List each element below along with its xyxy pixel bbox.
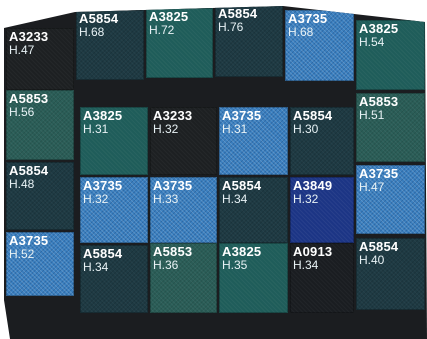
- swatch-tile: A5853 H.36: [150, 243, 217, 313]
- swatch-h-value: H.52: [9, 246, 35, 261]
- swatch-tile: A3849 H.32: [290, 177, 354, 243]
- swatch-code: A3735: [288, 11, 328, 26]
- swatch-h-value: H.31: [83, 121, 109, 136]
- swatch-code: A5854: [359, 239, 399, 254]
- swatch-code: A3233: [9, 29, 49, 44]
- swatch-code: A5854: [79, 11, 119, 26]
- swatch-h-value: H.68: [79, 24, 105, 39]
- swatch-tile: A5854 H.34: [219, 177, 288, 243]
- swatch-tile: A3233 H.47: [6, 28, 74, 90]
- swatch-code: A0913: [293, 244, 333, 259]
- swatch-code: A3735: [9, 233, 49, 248]
- swatch-tile: A3233 H.32: [150, 107, 217, 175]
- swatch-h-value: H.54: [359, 34, 385, 49]
- swatch-tile: A5853 H.51: [356, 93, 425, 162]
- swatch-code: A3735: [153, 178, 193, 193]
- swatch-h-value: H.36: [153, 257, 179, 272]
- swatch-tile: A5854 H.40: [356, 238, 425, 310]
- swatch-h-value: H.51: [359, 107, 385, 122]
- swatch-h-value: H.47: [359, 179, 385, 194]
- swatch-h-value: H.72: [149, 22, 175, 37]
- swatch-code: A3825: [222, 244, 262, 259]
- swatch-code: A5853: [359, 94, 399, 109]
- swatch-h-value: H.35: [222, 257, 248, 272]
- swatch-code: A3825: [83, 108, 123, 123]
- swatch-code: A5854: [218, 6, 258, 21]
- swatch-tile: A0913 H.34: [290, 243, 354, 313]
- swatch-tile: A3825 H.35: [219, 243, 288, 313]
- swatch-code: A3735: [83, 178, 123, 193]
- swatch-tile: A3735 H.32: [80, 177, 148, 243]
- swatch-h-value: H.34: [293, 257, 319, 272]
- swatch-h-value: H.47: [9, 42, 35, 57]
- swatch-tile: A5854 H.48: [6, 162, 74, 230]
- swatch-tile: A5854 H.34: [80, 245, 148, 313]
- swatch-h-value: H.40: [359, 252, 385, 267]
- swatch-code: A3825: [149, 9, 189, 24]
- swatch-h-value: H.76: [218, 19, 244, 34]
- swatch-code: A3825: [359, 21, 399, 36]
- swatch-tile: A3825 H.72: [146, 8, 213, 78]
- swatch-tile: A5854 H.76: [215, 6, 283, 77]
- swatch-tile: A5854 H.68: [76, 10, 144, 80]
- swatch-tile: A3735 H.31: [219, 107, 288, 175]
- swatch-code: A5854: [293, 108, 333, 123]
- swatch-h-value: H.34: [222, 191, 248, 206]
- swatch-h-value: H.33: [153, 191, 179, 206]
- swatch-tile: A3735 H.33: [150, 177, 217, 243]
- swatch-code: A3735: [222, 108, 262, 123]
- swatch-tile: A3735 H.52: [6, 232, 74, 296]
- swatch-h-value: H.34: [83, 259, 109, 274]
- swatch-code: A5853: [9, 91, 49, 106]
- swatch-code: A5854: [83, 246, 123, 261]
- swatch-tile: A5853 H.56: [6, 90, 74, 160]
- swatch-h-value: H.32: [153, 121, 179, 136]
- swatch-code: A3233: [153, 108, 193, 123]
- swatch-h-value: H.68: [288, 24, 314, 39]
- swatch-h-value: H.31: [222, 121, 248, 136]
- swatch-code: A5853: [153, 244, 193, 259]
- swatch-tile: A3825 H.54: [356, 20, 425, 90]
- swatch-h-value: H.32: [83, 191, 109, 206]
- swatch-code: A5854: [222, 178, 262, 193]
- swatch-h-value: H.48: [9, 176, 35, 191]
- swatch-code: A3849: [293, 178, 333, 193]
- swatch-h-value: H.56: [9, 104, 35, 119]
- swatch-tile: A5854 H.30: [290, 107, 354, 175]
- swatch-tile: A3735 H.47: [356, 165, 425, 234]
- swatch-tile: A3825 H.31: [80, 107, 148, 175]
- swatch-h-value: H.30: [293, 121, 319, 136]
- swatch-tile: A3735 H.68: [285, 10, 354, 81]
- swatch-code: A5854: [9, 163, 49, 178]
- swatch-h-value: H.32: [293, 191, 319, 206]
- swatch-code: A3735: [359, 166, 399, 181]
